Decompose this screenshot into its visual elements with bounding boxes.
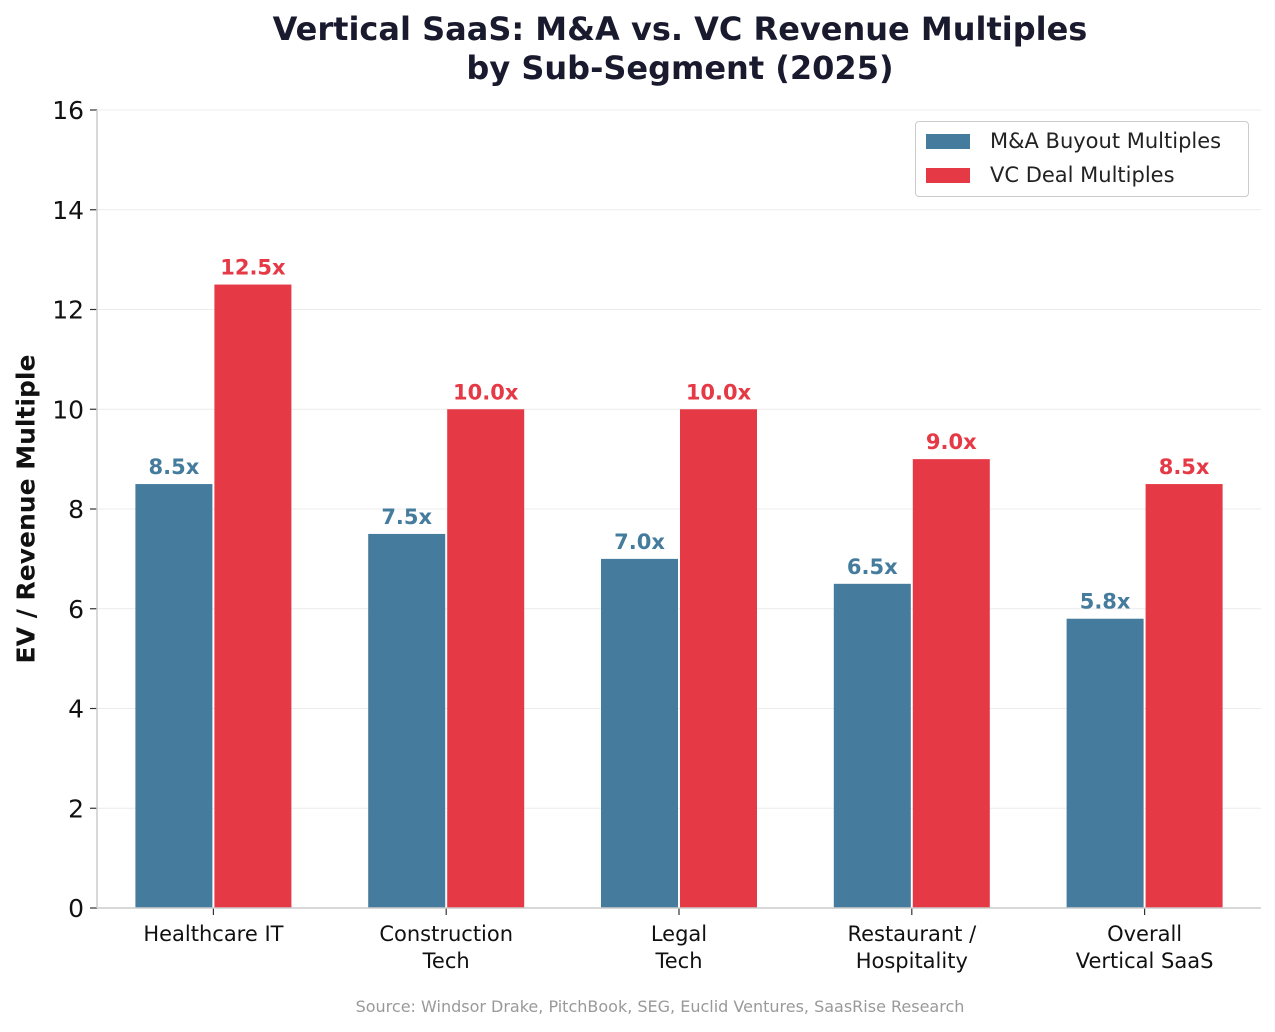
bar-ma-1 [368,533,446,908]
bar-ma-4 [1066,618,1144,908]
bar-ma-0 [135,484,213,908]
x-tick-label-4-1: Vertical SaaS [1076,949,1214,973]
y-tick-label-5: 10 [52,395,84,424]
y-tick-label-3: 6 [68,595,84,624]
y-tick-label-2: 4 [68,695,84,724]
data-label-ma-3: 6.5x [847,555,898,579]
legend-label-vc: VC Deal Multiples [990,163,1175,187]
x-tick-label-2-0: Legal [651,922,707,946]
y-tick-label-6: 12 [52,296,84,325]
data-label-vc-3: 9.0x [926,430,977,454]
x-tick-label-4-0: Overall [1107,922,1182,946]
y-tick-label-1: 2 [68,794,84,823]
bar-vc-2 [680,409,757,908]
bar-vc-0 [214,284,292,908]
data-label-ma-0: 8.5x [149,455,200,479]
x-tick-label-0-0: Healthcare IT [143,922,283,946]
data-label-vc-0: 12.5x [220,256,286,280]
y-tick-label-0: 0 [68,894,84,923]
legend-swatch-ma [926,133,970,149]
x-tick-label-3-1: Hospitality [856,949,968,973]
legend-swatch-vc [926,167,970,183]
x-tick-label-3-0: Restaurant / [847,922,977,946]
bar-vc-4 [1145,484,1223,908]
bar-ma-3 [833,583,911,908]
x-tick-label-1-0: Construction [379,922,513,946]
legend-item-vc: VC Deal Multiples [926,162,1175,188]
x-tick-label-2-1: Tech [654,949,702,973]
data-label-ma-4: 5.8x [1080,590,1131,614]
bar-vc-1 [447,409,525,908]
source-note: Source: Windsor Drake, PitchBook, SEG, E… [355,997,965,1016]
data-label-vc-4: 8.5x [1159,455,1210,479]
x-tick-label-1-1: Tech [422,949,470,973]
legend: M&A Buyout Multiples VC Deal Multiples [915,121,1249,197]
y-tick-label-8: 16 [52,96,84,125]
data-label-ma-2: 7.0x [614,530,665,554]
data-label-ma-1: 7.5x [381,505,432,529]
data-label-vc-1: 10.0x [453,380,519,404]
data-label-vc-2: 10.0x [686,380,752,404]
bar-ma-2 [601,558,678,908]
chart-title-line-2: by Sub-Segment (2025) [466,49,894,87]
chart-title-line-1: Vertical SaaS: M&A vs. VC Revenue Multip… [272,10,1088,48]
legend-item-ma: M&A Buyout Multiples [926,128,1221,154]
legend-label-ma: M&A Buyout Multiples [990,129,1222,153]
y-tick-label-7: 14 [52,196,84,225]
y-tick-label-4: 8 [68,495,84,524]
chart-title: Vertical SaaS: M&A vs. VC Revenue Multip… [0,10,1275,88]
bar-vc-3 [912,459,990,908]
